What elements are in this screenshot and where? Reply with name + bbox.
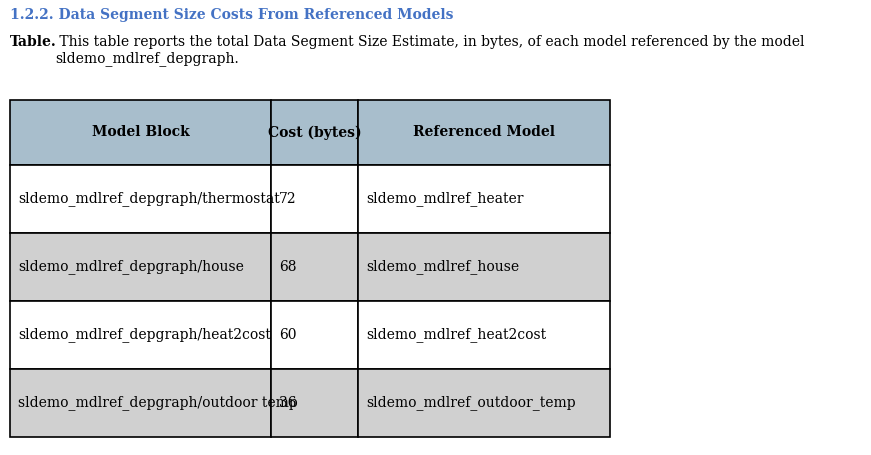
Text: Table.: Table.	[10, 35, 57, 49]
Text: 68: 68	[279, 260, 296, 274]
Text: sldemo_mdlref_house: sldemo_mdlref_house	[366, 259, 519, 274]
Text: sldemo_mdlref_heater: sldemo_mdlref_heater	[366, 192, 523, 207]
Text: Referenced Model: Referenced Model	[413, 126, 555, 140]
Text: 1.2.2. Data Segment Size Costs From Referenced Models: 1.2.2. Data Segment Size Costs From Refe…	[10, 8, 454, 22]
Text: sldemo_mdlref_depgraph/thermostat: sldemo_mdlref_depgraph/thermostat	[18, 192, 280, 207]
Text: This table reports the total Data Segment Size Estimate, in bytes, of each model: This table reports the total Data Segmen…	[55, 35, 805, 66]
Text: 72: 72	[279, 192, 297, 206]
Text: sldemo_mdlref_depgraph/heat2cost: sldemo_mdlref_depgraph/heat2cost	[18, 328, 271, 343]
Text: sldemo_mdlref_depgraph/house: sldemo_mdlref_depgraph/house	[18, 259, 244, 274]
Text: sldemo_mdlref_depgraph/outdoor temp: sldemo_mdlref_depgraph/outdoor temp	[18, 395, 298, 410]
Text: Cost (bytes): Cost (bytes)	[267, 125, 361, 140]
Text: Model Block: Model Block	[91, 126, 189, 140]
Text: sldemo_mdlref_heat2cost: sldemo_mdlref_heat2cost	[366, 328, 546, 343]
Text: sldemo_mdlref_outdoor_temp: sldemo_mdlref_outdoor_temp	[366, 395, 576, 410]
Text: 60: 60	[279, 328, 296, 342]
Text: 36: 36	[279, 396, 296, 410]
